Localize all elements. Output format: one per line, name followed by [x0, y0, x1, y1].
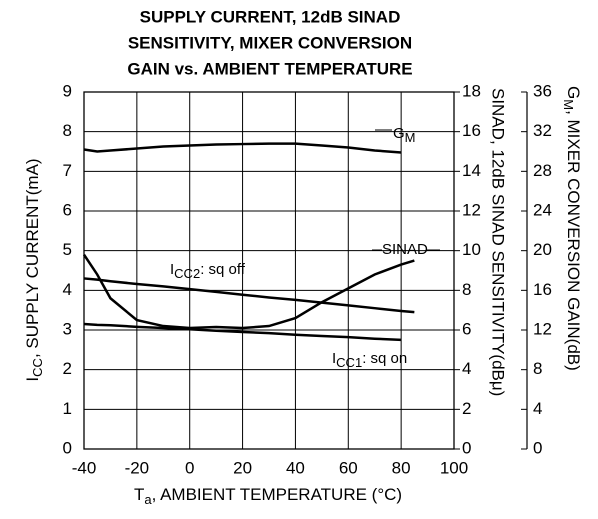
series-line: [83, 322, 402, 342]
y-tick-label: 5: [63, 240, 72, 259]
y2-tick-label: 2: [462, 399, 471, 418]
series-label-part: I: [170, 261, 174, 278]
y2-tick-label: 14: [462, 161, 481, 180]
x-tick-label: 40: [286, 458, 305, 477]
y3-axis-label-sub: M: [561, 99, 576, 110]
y2-tick-label: 18: [462, 81, 481, 100]
y-tick-label: 6: [63, 200, 72, 219]
series-label: ICC1: sq on: [332, 350, 407, 370]
series-label: SINAD: [382, 241, 428, 258]
y3-axis-label: GM, MIXER CONVERSION GAIN(dB): [561, 86, 583, 371]
y2-axis-label: SINAD, 12dB SINAD SENSITIVITY(dBμ): [489, 88, 508, 396]
chart-title: GAIN vs. AMBIENT TEMPERATURE: [127, 59, 412, 78]
series-label-sub: M: [405, 130, 416, 145]
y-tick-label: 9: [63, 81, 72, 100]
y-tick-label: 2: [63, 359, 72, 378]
chart-title: SENSITIVITY, MIXER CONVERSION: [128, 33, 412, 52]
y3-axis-label-part: G: [564, 86, 583, 99]
series-label-part: SINAD: [382, 241, 428, 258]
y3-tick-label: 32: [533, 121, 552, 140]
x-tick-label: 80: [392, 458, 411, 477]
x-tick-label: 0: [185, 458, 194, 477]
series-line: [83, 277, 415, 314]
series-label-part: : sq off: [200, 261, 246, 278]
y-tick-label: 4: [63, 280, 72, 299]
y2-tick-label: 0: [462, 438, 471, 457]
series-label-part: I: [332, 350, 336, 367]
y-axis-label-part: I: [23, 377, 42, 382]
x-axis-label-sub: a: [144, 492, 152, 507]
x-axis-label: Ta, AMBIENT TEMPERATURE (°C): [134, 485, 402, 507]
x-tick-label: 60: [339, 458, 358, 477]
y-axis-label: ICC, SUPPLY CURRENT(mA): [23, 158, 45, 381]
series-line: [83, 142, 402, 154]
y3-axis-label-part: , MIXER CONVERSION GAIN(dB): [564, 110, 583, 371]
y-tick-label: 7: [63, 161, 72, 180]
y3-tick-label: 20: [533, 240, 552, 259]
x-tick-label: 100: [440, 458, 468, 477]
x-tick-label: -40: [72, 458, 97, 477]
y2-tick-label: 16: [462, 121, 481, 140]
series-label-sub: CC2: [174, 266, 200, 281]
y-tick-label: 0: [63, 438, 72, 457]
y2-tick-label: 10: [462, 240, 481, 259]
series-label-part: : sq on: [362, 350, 407, 367]
x-axis-label-part: T: [134, 485, 144, 504]
series-line: [82, 253, 415, 330]
x-tick-label: 20: [233, 458, 252, 477]
x-axis-label-part: , AMBIENT TEMPERATURE (°C): [152, 485, 403, 504]
series-label: GM: [393, 125, 416, 145]
y3-tick-label: 16: [533, 280, 552, 299]
y-tick-label: 8: [63, 121, 72, 140]
y-axis-label-sub: CC: [30, 358, 45, 377]
y-tick-label: 1: [63, 399, 72, 418]
y3-tick-label: 0: [533, 438, 542, 457]
x-tick-label: -20: [125, 458, 150, 477]
y2-tick-label: 8: [462, 280, 471, 299]
y2-tick-label: 6: [462, 319, 471, 338]
y2-tick-label: 4: [462, 359, 471, 378]
y3-tick-label: 8: [533, 359, 542, 378]
y3-tick-label: 36: [533, 81, 552, 100]
series-label: ICC2: sq off: [170, 261, 246, 281]
y-axis-label-part: , SUPPLY CURRENT(mA): [23, 158, 42, 358]
series-label-part: G: [393, 125, 405, 142]
y3-tick-label: 28: [533, 161, 552, 180]
plot-frame: [83, 91, 455, 450]
y3-tick-label: 24: [533, 200, 552, 219]
y2-tick-label: 12: [462, 200, 481, 219]
y3-tick-label: 12: [533, 319, 552, 338]
chart-title: SUPPLY CURRENT, 12dB SINAD: [140, 7, 401, 26]
series-label-sub: CC1: [336, 355, 362, 370]
y-tick-label: 3: [63, 319, 72, 338]
y3-tick-label: 4: [533, 399, 542, 418]
